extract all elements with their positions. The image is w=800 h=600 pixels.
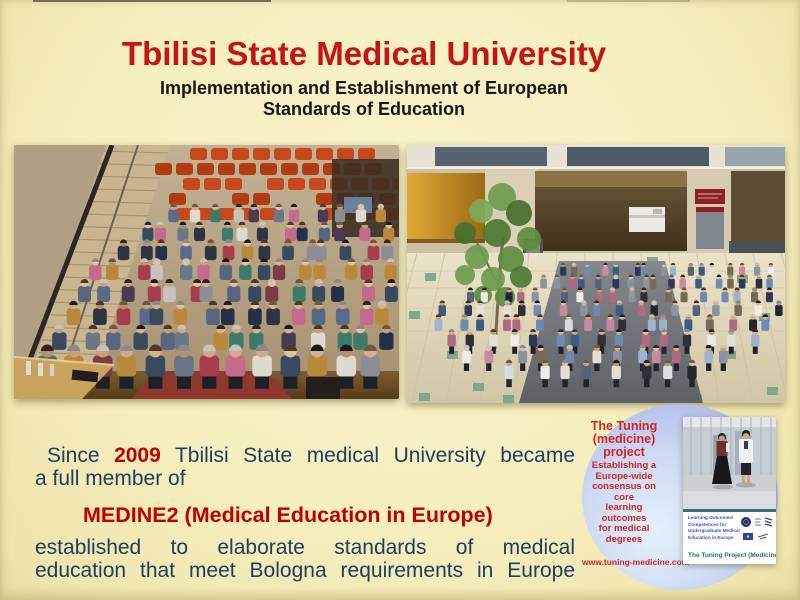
body-line1-post: Tbilisi State medical University became [174, 444, 575, 467]
tuning-badge-text: The Tuning (medicine) project Establishi… [582, 419, 690, 568]
auditorium-group-photo [14, 145, 399, 399]
subtitle-line-1: Implementation and Establishment of Euro… [159, 78, 569, 98]
atrium-group-photo [407, 145, 785, 403]
atrium-photo-illustration [407, 145, 785, 403]
tuning-seal-logo [741, 517, 751, 527]
year-highlight: 2009 [114, 444, 161, 467]
eu-flag-logo [743, 533, 753, 540]
brochure-logos [741, 517, 773, 540]
slide-header: Tbilisi State Medical University Impleme… [0, 36, 728, 120]
brochure-cover-photo [683, 417, 776, 509]
top-edge-artifact [33, 0, 271, 2]
body-line-4: established to elaborate standards of me… [35, 536, 575, 559]
brochure-caption-panel: Learning Outcomes/ Competences for Under… [683, 512, 776, 550]
brochure-figure-left [712, 433, 732, 484]
tuning-badge-tagline: Establishing a Europe-wide consensus on … [591, 460, 657, 545]
body-line1-pre: Since [47, 444, 100, 467]
auditorium-photo-illustration [14, 145, 399, 399]
partner-logo [755, 518, 761, 526]
brochure-footer-title: The Tuning Project (Medicine [688, 552, 776, 559]
slide-subtitle: Implementation and Establishment of Euro… [0, 78, 728, 120]
tuning-website-url[interactable]: www.tuning-medicine.com [582, 557, 690, 567]
tuning-brochure-cover: Learning Outcomes/ Competences for Under… [683, 417, 776, 564]
subtitle-line-2: Standards of Education [262, 99, 466, 119]
body-line-5: education that meet Bologna requirements… [35, 559, 575, 582]
top-edge-artifact [567, 0, 690, 2]
brochure-figure-right [739, 430, 753, 483]
brochure-caption: Learning Outcomes/ Competences for Under… [688, 515, 740, 540]
body-line-1: Since 2009 Tbilisi State medical Univers… [35, 444, 575, 467]
body-line-2: a full member of [35, 467, 186, 490]
brochure-divider [683, 509, 776, 512]
body-text: Since 2009 Tbilisi State medical Univers… [35, 444, 575, 582]
medine2-line: MEDINE2 (Medical Education in Europe) [83, 503, 493, 527]
plane-logo [757, 533, 769, 540]
tuning-badge-title: The Tuning (medicine) project [590, 419, 658, 459]
slide-title: Tbilisi State Medical University [121, 35, 607, 72]
institute-logo [764, 517, 773, 527]
